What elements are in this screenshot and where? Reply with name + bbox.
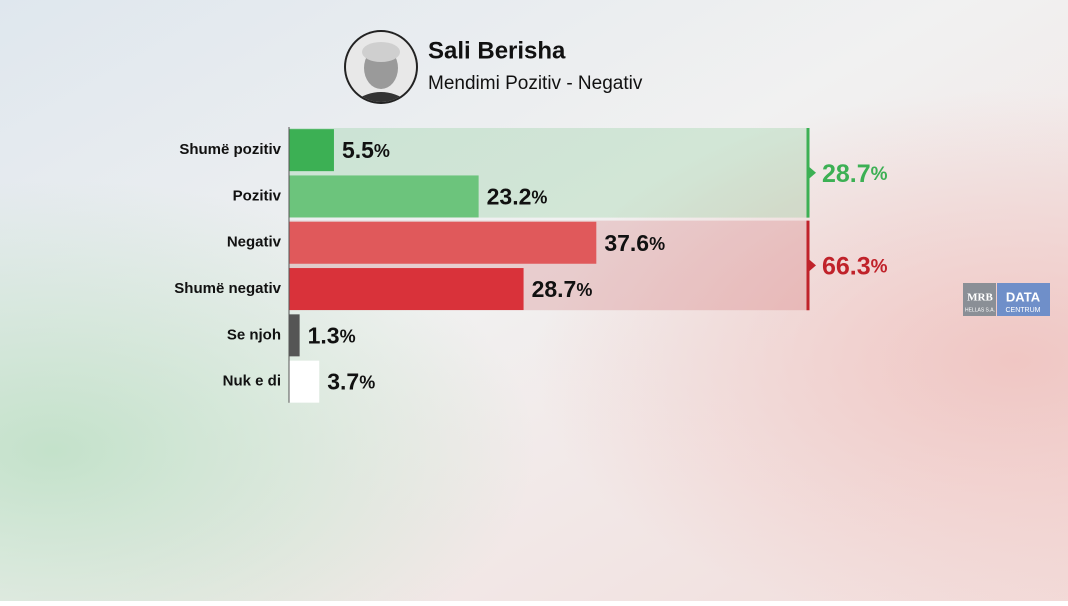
value-label: 37.6%: [604, 230, 665, 256]
category-label: Negativ: [227, 234, 282, 251]
photo: [346, 32, 416, 102]
logo-text: MRB: [967, 292, 993, 304]
bar: [289, 314, 300, 357]
group-arrow: [809, 259, 816, 272]
category-label: Nuk e di: [223, 373, 281, 390]
logo: MRB HELLAS S.A. DATA CENTRUM: [963, 283, 1050, 316]
category-label: Shumë pozitiv: [179, 141, 281, 158]
group-total: 28.7%: [822, 159, 888, 187]
value-label: 23.2%: [487, 184, 548, 210]
logo-text: CENTRUM: [1006, 307, 1041, 314]
logo-text: HELLAS S.A.: [965, 307, 995, 313]
value-label: 28.7%: [532, 276, 593, 302]
group-total: 66.3%: [822, 252, 888, 280]
value-label: 5.5%: [342, 137, 390, 163]
bar: [289, 360, 320, 403]
chart-subtitle: Mendimi Pozitiv - Negativ: [428, 73, 643, 94]
bar: [289, 268, 524, 311]
logo-box: [997, 283, 1050, 316]
chart-title: Sali Berisha: [428, 37, 566, 64]
value-label: 1.3%: [308, 322, 356, 348]
logo-box: [963, 283, 996, 316]
category-label: Pozitiv: [233, 187, 282, 204]
category-label: Shumë negativ: [174, 280, 281, 297]
logo-text: DATA: [1006, 289, 1041, 304]
bar: [289, 175, 479, 218]
bar: [289, 129, 334, 172]
value-label: 3.7%: [327, 369, 375, 395]
bar: [289, 221, 597, 264]
plot: 28.7% 66.3% Shumë pozitiv 5.5% Pozitiv 23.2% N…: [174, 127, 888, 403]
category-label: Se njoh: [227, 326, 281, 343]
group-arrow: [809, 166, 816, 179]
